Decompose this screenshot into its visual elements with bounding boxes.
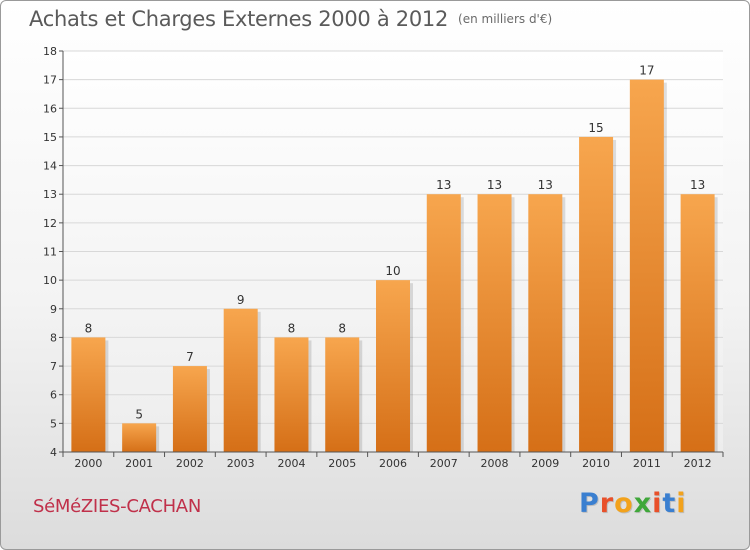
y-tick-label: 9 [50, 303, 57, 316]
x-tick-label: 2010 [582, 457, 610, 470]
axes [59, 50, 724, 457]
data-label: 13 [436, 178, 451, 192]
x-tick-label: 2004 [277, 457, 305, 470]
commune-name: SéMéZIES-CACHAN [33, 496, 201, 517]
logo-letter: i [676, 488, 687, 519]
bar-2001 [122, 423, 157, 452]
chart-subtitle: (en milliers d'€) [458, 12, 553, 26]
bar-2002 [172, 366, 207, 452]
bar-2000 [71, 337, 106, 452]
bar-2007 [426, 194, 461, 452]
y-tick-label: 14 [43, 160, 57, 173]
y-tick-label: 6 [50, 389, 57, 402]
bar-2005 [325, 337, 360, 452]
data-label: 17 [639, 64, 654, 78]
y-tick-label: 12 [43, 217, 57, 230]
x-tick-label: 2000 [74, 457, 102, 470]
x-tick-label: 2008 [481, 457, 509, 470]
y-tick-label: 4 [50, 446, 57, 459]
y-tick-label: 13 [43, 188, 57, 201]
x-tick-label: 2005 [328, 457, 356, 470]
x-tick-label: 2011 [633, 457, 661, 470]
y-tick-label: 16 [43, 102, 57, 115]
data-label: 13 [690, 178, 705, 192]
data-label: 13 [487, 178, 502, 192]
y-tick-label: 17 [43, 74, 57, 87]
bar-2003 [223, 308, 258, 452]
x-tick-label: 2007 [430, 457, 458, 470]
bar-2006 [376, 280, 410, 452]
data-label: 13 [538, 178, 553, 192]
logo-letter: i [652, 488, 663, 519]
data-label: 7 [186, 350, 194, 364]
proxiti-logo[interactable]: Proxiti [579, 488, 687, 519]
logo-letter: P [579, 488, 600, 519]
logo-letter: x [633, 488, 653, 519]
data-label: 9 [237, 293, 245, 307]
y-tick-label: 15 [43, 131, 57, 144]
logo-letter: r [599, 488, 615, 519]
y-tick-label: 8 [50, 331, 57, 344]
logo-letter: t [662, 488, 677, 519]
x-tick-label: 2002 [176, 457, 204, 470]
bar-2008 [477, 194, 512, 452]
data-label: 15 [588, 121, 603, 135]
bar-2011 [629, 79, 664, 453]
y-tick-label: 7 [50, 360, 57, 373]
chart-title: Achats et Charges Externes 2000 à 2012 (e… [29, 7, 552, 31]
data-label: 8 [85, 321, 93, 335]
y-tick-label: 11 [43, 246, 57, 259]
chart-title-text: Achats et Charges Externes 2000 à 2012 [29, 7, 449, 31]
data-label: 8 [288, 321, 296, 335]
x-tick-label: 2012 [684, 457, 712, 470]
data-label: 10 [385, 264, 400, 278]
labels: 4 5 6 7 8 9 10 11 12 13 14 15 16 17 18 8 2000 5 2001 7 2002 9… [43, 45, 712, 470]
y-tick-label: 18 [43, 45, 57, 58]
x-tick-label: 2009 [531, 457, 559, 470]
x-tick-label: 2003 [227, 457, 255, 470]
y-tick-label: 5 [50, 417, 57, 430]
data-label: 5 [135, 407, 143, 421]
bar-2004 [274, 337, 309, 452]
bar-2009 [528, 194, 563, 452]
x-tick-label: 2006 [379, 457, 407, 470]
bar-2012 [680, 194, 715, 452]
data-label: 8 [338, 321, 346, 335]
y-tick-label: 10 [43, 274, 57, 287]
logo-letter: o [614, 488, 634, 519]
x-tick-label: 2001 [125, 457, 153, 470]
bars [71, 79, 718, 453]
bar-2010 [579, 136, 614, 452]
